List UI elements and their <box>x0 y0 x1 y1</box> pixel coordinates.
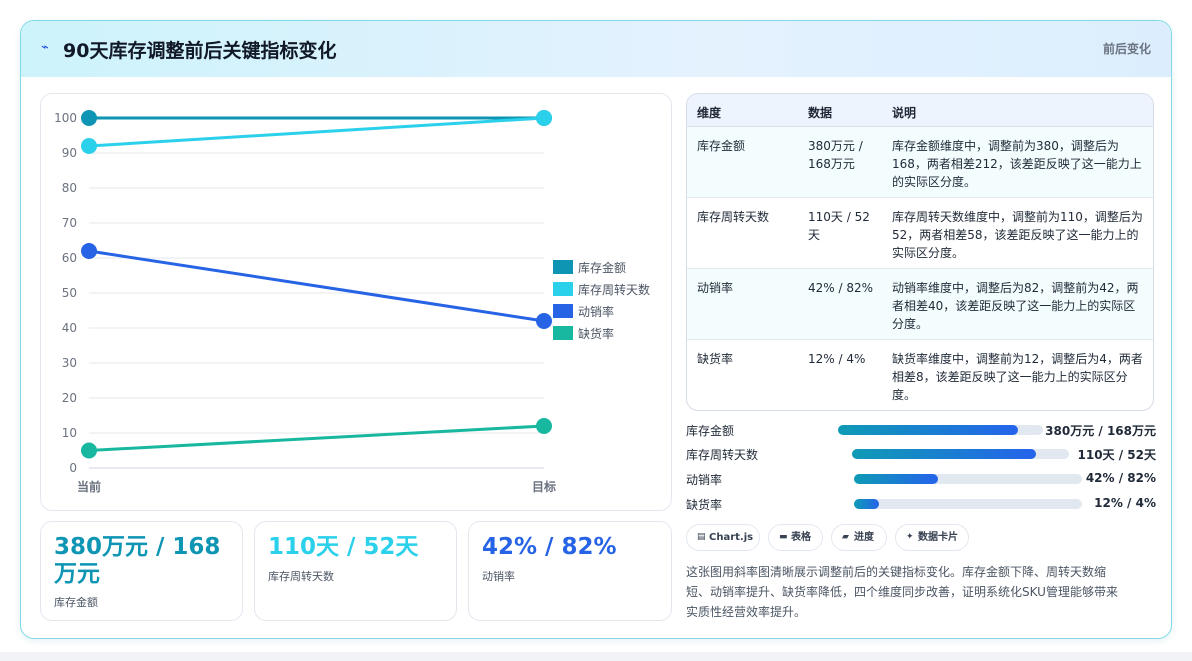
table-cell-description: 库存金额维度中，调整前为380，调整后为 168，两者相差212，该差距反映了这一… <box>892 139 1142 189</box>
progress-label: 库存周转天数 <box>686 448 759 462</box>
table-row: 动销率 42% / 82% 动销率维度中，调整后为82，调整前为42，两 者相差4… <box>687 269 1153 340</box>
stat-label: 动销率 <box>482 570 515 583</box>
header-tag: 前后变化 <box>1102 42 1151 56</box>
series-line <box>88 249 545 323</box>
chip-table[interactable]: ▬ 表格 <box>768 524 823 551</box>
series-line <box>88 116 545 148</box>
table-row: 库存金额 380万元 /168万元 库存金额维度中，调整前为380，调整后为 16… <box>687 127 1153 198</box>
progress-value: 110天 / 52天 <box>1077 448 1157 462</box>
progress-value: 380万元 / 168万元 <box>1045 424 1156 438</box>
chart-description: 这张图用斜率图清晰展示调整前后的关键指标变化。库存金额下降、周转天数缩 短、动销… <box>686 565 1118 619</box>
stat-card-sell-through: 42% / 82% 动销率 <box>468 521 672 621</box>
data-point <box>81 138 97 154</box>
legend-swatch <box>553 260 573 274</box>
column-header: 数据 <box>808 106 833 120</box>
table-cell-description: 库存周转天数维度中，调整前为110，调整后为 52，两者相差58，该差距反映了这一… <box>892 210 1143 260</box>
progress-label: 动销率 <box>686 473 723 487</box>
y-tick-label: 80 <box>62 181 77 195</box>
table-cell-dimension: 库存金额 <box>697 139 746 153</box>
table-row: 库存周转天数 110天 / 52 天 库存周转天数维度中，调整前为110，调整后为… <box>687 198 1153 269</box>
x-tick-label: 目标 <box>532 479 556 494</box>
progress-track <box>838 425 1043 435</box>
page-title: 90天库存调整前后关键指标变化 <box>63 40 337 62</box>
chip-progress[interactable]: ▰ 进度 <box>831 524 887 551</box>
progress-track <box>852 449 1069 459</box>
y-tick-label: 10 <box>62 426 77 440</box>
series-line <box>88 424 545 452</box>
table-cell-dimension: 缺货率 <box>697 352 734 366</box>
y-tick-label: 50 <box>62 286 77 300</box>
sparkle-icon: ✦ <box>906 532 914 542</box>
progress-icon: ▰ <box>842 532 849 542</box>
table-cell-dimension: 动销率 <box>697 281 734 295</box>
table-row: 缺货率 12% / 4% 缺货率维度中，调整前为12，调整后为4，两者 相差8，该… <box>687 340 1153 410</box>
y-tick-label: 60 <box>62 251 77 265</box>
legend-swatch <box>553 282 573 296</box>
progress-row: 库存金额 380万元 / 168万元 <box>686 421 1156 439</box>
progress-fill <box>854 499 880 509</box>
y-tick-label: 40 <box>62 321 77 335</box>
page-background-strip <box>0 652 1192 661</box>
table-cell-data: 42% / 82% <box>808 281 874 295</box>
table-cell-data: 12% / 4% <box>808 352 866 366</box>
stat-card-turnover-days: 110天 / 52天 库存周转天数 <box>254 521 457 621</box>
data-point <box>81 110 97 126</box>
legend-swatch <box>553 326 573 340</box>
table-cell-data: 110天 / 52 天 <box>808 210 870 242</box>
table-icon: ▤ <box>697 532 706 542</box>
y-tick-label: 100 <box>54 111 77 125</box>
progress-row: 库存周转天数 110天 / 52天 <box>686 445 1156 463</box>
table-icon: ▬ <box>779 532 788 542</box>
progress-track <box>854 499 1082 509</box>
legend-swatch <box>553 304 573 318</box>
progress-value: 42% / 82% <box>1085 471 1156 485</box>
legend-label: 缺货率 <box>578 326 614 341</box>
y-tick-label: 90 <box>62 146 77 160</box>
table-header: 维度 数据 说明 <box>687 94 1153 127</box>
stat-value: 110天 / 52天 <box>268 534 419 560</box>
chip-chartjs[interactable]: ▤ Chart.js <box>686 524 760 551</box>
y-tick-label: 70 <box>62 216 77 230</box>
stat-label: 库存周转天数 <box>268 570 334 583</box>
legend-label: 库存周转天数 <box>578 282 650 297</box>
y-tick-label: 20 <box>62 391 77 405</box>
progress-label: 库存金额 <box>686 424 735 438</box>
stat-value: 380万元 / 168 万元 <box>54 534 221 587</box>
progress-track <box>854 474 1082 484</box>
legend-label: 动销率 <box>578 304 614 319</box>
progress-row: 动销率 42% / 82% <box>686 470 1156 488</box>
column-header: 说明 <box>892 106 917 120</box>
progress-fill <box>852 449 1037 459</box>
stat-value: 42% / 82% <box>482 534 617 560</box>
progress-label: 缺货率 <box>686 498 723 512</box>
data-point <box>536 418 552 434</box>
progress-bars: 库存金额 380万元 / 168万元 库存周转天数 110天 / 52天 动销率… <box>686 421 1156 521</box>
table-cell-description: 缺货率维度中，调整前为12，调整后为4，两者 相差8，该差距反映了这一能力上的实际… <box>892 352 1143 402</box>
y-tick-label: 30 <box>62 356 77 370</box>
slope-chart: 0 10 20 30 40 50 60 70 80 90 100 当前 目标 库存金额库存周转天数 动销率缺… <box>40 93 672 511</box>
table-cell-description: 动销率维度中，调整后为82，调整前为42，两 者相差40，该差距反映了这一能力上的… <box>892 281 1139 331</box>
dashboard-card: ⌁ 90天库存调整前后关键指标变化 前后变化 0 10 20 30 40 50 60 70 80… <box>20 20 1172 639</box>
progress-fill <box>854 474 939 484</box>
column-header: 维度 <box>697 106 722 120</box>
table-cell-dimension: 库存周转天数 <box>697 210 770 224</box>
data-point <box>536 110 552 126</box>
table-cell-data: 380万元 /168万元 <box>808 139 863 171</box>
data-point <box>536 313 552 329</box>
stat-label: 库存金额 <box>54 596 98 609</box>
progress-fill <box>838 425 1019 435</box>
progress-value: 12% / 4% <box>1094 496 1156 510</box>
progress-row: 缺货率 12% / 4% <box>686 495 1156 513</box>
data-point <box>81 243 97 259</box>
stat-card-inventory-amount: 380万元 / 168 万元 库存金额 <box>40 521 243 621</box>
data-point <box>81 442 97 459</box>
y-tick-label: 0 <box>69 461 77 475</box>
chip-data-card[interactable]: ✦ 数据卡片 <box>895 524 969 551</box>
lightning-icon: ⌁ <box>41 40 49 55</box>
card-header: ⌁ 90天库存调整前后关键指标变化 前后变化 <box>21 21 1171 77</box>
x-tick-label: 当前 <box>77 479 101 494</box>
legend-label: 库存金额 <box>578 260 626 275</box>
metrics-table: 维度 数据 说明 库存金额 380万元 /168万元 库存金额维度中，调整前为3… <box>686 93 1154 411</box>
